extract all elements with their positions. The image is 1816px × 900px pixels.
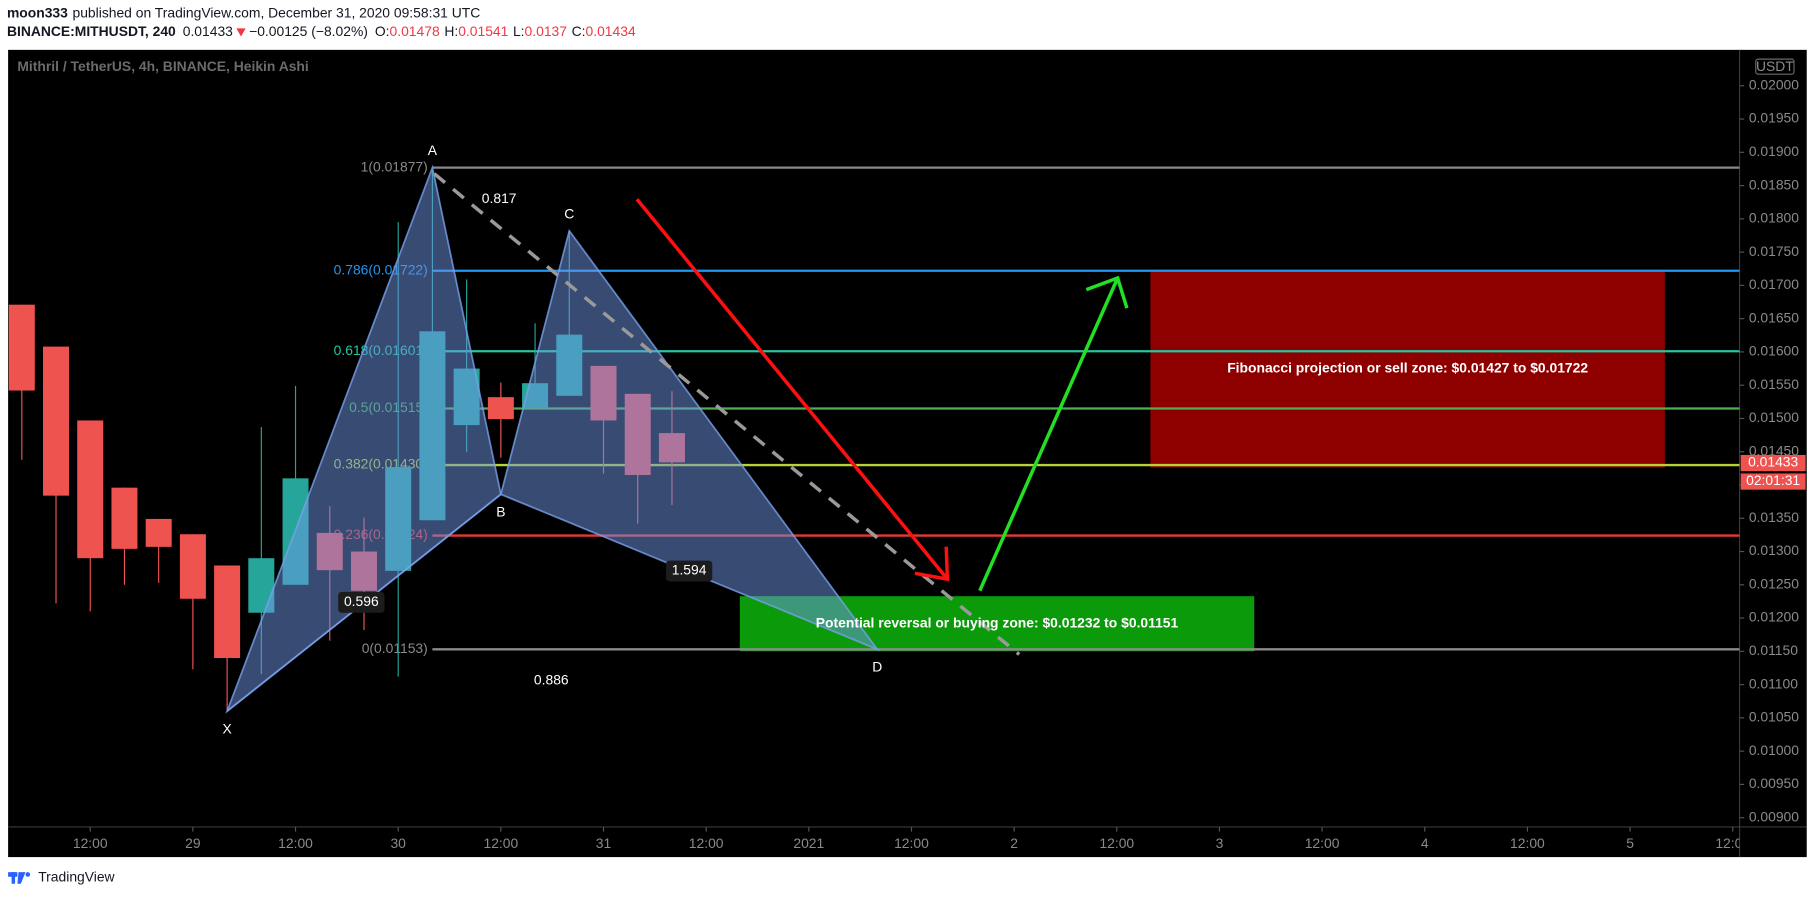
candle-body — [43, 346, 70, 496]
author: moon333 — [7, 5, 68, 21]
zone-label: Fibonacci projection or sell zone: $0.01… — [1227, 360, 1588, 376]
candle-body — [77, 420, 104, 559]
x-tick-label: 5 — [1626, 835, 1634, 851]
y-tick-label: 0.00900 — [1749, 808, 1799, 824]
candle-body — [145, 518, 172, 547]
ohlc-value: 0.0137 — [525, 23, 568, 39]
ohlc-key: C: — [572, 23, 586, 39]
x-tick-label: 2021 — [793, 835, 824, 851]
x-tick-label: 12:00 — [894, 835, 929, 851]
x-tick-label: 4 — [1421, 835, 1429, 851]
x-tick-label: 12:00 — [1715, 835, 1750, 851]
ratio-label-bg — [665, 560, 713, 582]
price-change: −0.00125 (−8.02%) — [249, 23, 368, 39]
last-price-tag — [1740, 454, 1806, 472]
ratio-label-bg — [338, 591, 385, 613]
y-tick-label: 0.01900 — [1749, 143, 1799, 159]
ohlc-value: 0.01434 — [586, 23, 636, 39]
y-tick-label: 0.01450 — [1749, 442, 1799, 458]
y-tick-label: 0.01300 — [1749, 542, 1799, 558]
ohlc-value: 0.01478 — [390, 23, 440, 39]
ratio-label: 0.596 — [344, 593, 379, 609]
down-arrow-icon — [236, 28, 246, 37]
y-tick-label: 0.01150 — [1749, 642, 1798, 658]
down-arrow — [635, 198, 950, 582]
pattern-point-label: B — [496, 504, 505, 520]
y-tick-label: 0.01350 — [1749, 509, 1799, 525]
publish-info: published on TradingView.com, December 3… — [73, 5, 481, 21]
y-tick-label: 0.01750 — [1749, 243, 1799, 259]
y-tick-label: 0.01200 — [1749, 609, 1799, 625]
pattern-point-label: D — [872, 659, 882, 675]
candle-body — [179, 534, 206, 599]
ohlc-value: 0.01541 — [458, 23, 508, 39]
candle-body — [214, 565, 241, 658]
y-tick-label: 0.01950 — [1749, 110, 1799, 126]
brand-name: TradingView — [38, 869, 115, 885]
fib-level-label: 1(0.01877) — [361, 158, 428, 174]
x-tick-label: 12:00 — [689, 835, 724, 851]
x-tick-label: 12:00 — [73, 835, 108, 851]
up-arrow — [978, 275, 1129, 592]
y-tick-label: 0.01250 — [1749, 575, 1799, 591]
x-tick-label: 12:00 — [1510, 835, 1545, 851]
y-tick-label: 0.01600 — [1749, 343, 1799, 359]
countdown-tag — [1740, 473, 1806, 490]
x-tick-label: 12:00 — [483, 835, 518, 851]
plot-area: 1(0.01877)0.786(0.01722)0.618(0.01601)0.… — [8, 142, 1740, 736]
y-tick-label: 0.01700 — [1749, 276, 1799, 292]
x-tick-label: 29 — [185, 835, 201, 851]
logo-dot — [25, 872, 31, 877]
x-tick-label: 12:00 — [278, 835, 313, 851]
y-tick-label: 0.00950 — [1749, 775, 1799, 791]
x-tick-label: 31 — [596, 835, 612, 851]
x-tick-label: 12:00 — [1099, 835, 1134, 851]
y-tick-label: 0.01550 — [1749, 376, 1799, 392]
fib-level-label: 0(0.01153) — [362, 640, 428, 656]
ohlc-key: L: — [513, 23, 525, 39]
candle-body — [8, 304, 35, 391]
last-price: 0.01433 — [183, 23, 233, 39]
ohlc-key: H: — [444, 23, 458, 39]
brand-logo — [8, 872, 31, 884]
ratio-label: 0.817 — [482, 190, 517, 206]
x-tick-label: 30 — [390, 835, 406, 851]
countdown-label: 02:01:31 — [1746, 472, 1800, 488]
candle-body — [487, 397, 514, 420]
pattern-point-label: C — [564, 205, 574, 221]
logo-v — [17, 872, 26, 884]
candle-body — [111, 487, 138, 549]
currency-badge — [1755, 58, 1795, 75]
y-tick-label: 0.01050 — [1749, 709, 1799, 725]
y-tick-label: 0.01000 — [1749, 742, 1799, 758]
y-tick-label: 0.01800 — [1749, 210, 1799, 226]
last-price-label: 0.01433 — [1748, 454, 1798, 470]
y-tick-label: 0.01100 — [1749, 675, 1798, 691]
price-zone — [1150, 270, 1665, 468]
pattern-point-label: X — [222, 720, 231, 736]
y-tick-label: 0.01850 — [1749, 176, 1799, 192]
ratio-label: 0.886 — [534, 672, 569, 688]
y-tick-label: 0.01650 — [1749, 309, 1799, 325]
ratio-label: 1.594 — [672, 562, 707, 578]
symbol: BINANCE:MITHUSDT, 240 — [7, 23, 176, 39]
currency-label: USDT — [1756, 58, 1794, 74]
logo-stem — [11, 872, 16, 884]
overlay: 0.02000 0.01950 0.01900 0.01850 0.01800 0.017… — [816, 76, 1806, 824]
chart-title: Mithril / TetherUS, 4h, BINANCE, Heikin … — [17, 58, 308, 74]
x-tick-label: 12:00 — [1305, 835, 1340, 851]
zone-label: Potential reversal or buying zone: $0.01… — [816, 614, 1179, 630]
x-tick-label: 3 — [1216, 835, 1224, 851]
pattern-point-label: A — [428, 142, 438, 158]
y-tick-label: 0.02000 — [1749, 76, 1799, 92]
ohlc-key: O: — [375, 23, 390, 39]
time-axis: 12:00 29 12:00 30 12:00 31 12:00 2021 12:00 2 12:0… — [73, 826, 1750, 851]
x-tick-label: 2 — [1010, 835, 1018, 851]
y-tick-label: 0.01500 — [1749, 409, 1799, 425]
projection-dashed — [433, 172, 1021, 656]
